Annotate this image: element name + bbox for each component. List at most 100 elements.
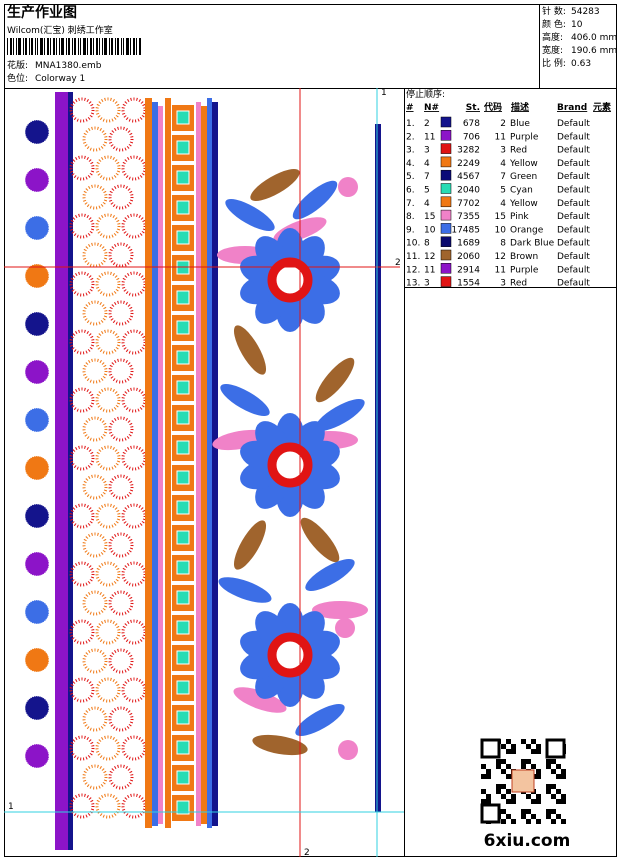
- qr-cell: [546, 814, 551, 819]
- block-inner: [176, 230, 190, 245]
- block-inner: [176, 200, 190, 215]
- barcode-bar: [7, 38, 8, 55]
- design-label: 花版:: [7, 59, 28, 71]
- lace: [82, 764, 108, 790]
- leaf: [225, 198, 275, 232]
- flower-ring: [267, 442, 313, 488]
- leaf: [292, 180, 338, 220]
- stat-value: 190.6 mm: [571, 46, 617, 56]
- barcode-bar: [117, 38, 119, 55]
- dot: [24, 359, 50, 385]
- lace: [121, 793, 147, 819]
- table-cell: 2249: [457, 159, 480, 169]
- barcode-bar: [80, 38, 81, 55]
- lace: [69, 619, 95, 645]
- title: 生产作业图: [7, 4, 77, 21]
- barcode-bar: [44, 38, 45, 55]
- column-header: N#: [424, 103, 439, 113]
- color-swatch: [440, 183, 452, 194]
- table-cell: Default: [557, 265, 590, 275]
- lace: [82, 532, 108, 558]
- lace: [82, 126, 108, 152]
- table-cell: 9.: [406, 225, 415, 235]
- color-swatch: [440, 143, 452, 154]
- qr-cell: [511, 749, 516, 754]
- qr-cell: [501, 819, 506, 824]
- table-cell: Red: [510, 146, 527, 156]
- table-cell: Cyan: [510, 186, 533, 196]
- table-cell: Pink: [510, 212, 529, 222]
- qr-cell: [506, 774, 511, 779]
- qr-cell: [501, 769, 506, 774]
- lace: [69, 329, 95, 355]
- barcode-bar: [16, 38, 17, 55]
- table-cell: 12.: [406, 265, 420, 275]
- qr-cell: [506, 789, 511, 794]
- table-cell: 678: [463, 119, 480, 129]
- lace: [108, 532, 134, 558]
- leaf: [233, 325, 267, 375]
- lace: [121, 155, 147, 181]
- qr-cell: [501, 759, 506, 764]
- marker: 2: [395, 258, 401, 268]
- qr-cell: [486, 769, 491, 774]
- table-cell: 8: [500, 239, 506, 249]
- qr-cell: [561, 819, 566, 824]
- qr-cell: [556, 764, 561, 769]
- qr-cell: [486, 799, 491, 804]
- table-cell: 12: [495, 252, 506, 262]
- table-cell: 3: [500, 279, 506, 289]
- qr-cell: [556, 789, 561, 794]
- stat-label: 宽度:: [542, 44, 563, 56]
- qr-cell: [506, 739, 511, 744]
- column-header: 元素: [593, 101, 611, 113]
- lace: [121, 677, 147, 703]
- dot: [24, 647, 50, 673]
- table-cell: 3: [500, 146, 506, 156]
- qr-cell: [521, 759, 526, 764]
- qr-cell: [486, 774, 491, 779]
- qr-cell: [521, 764, 526, 769]
- lace: [95, 561, 121, 587]
- barcode-bar: [96, 38, 98, 55]
- lace: [95, 329, 121, 355]
- colorway: Colorway 1: [35, 74, 85, 84]
- block-inner: [176, 770, 190, 785]
- lace: [95, 155, 121, 181]
- qr-cell: [536, 819, 541, 824]
- lace: [95, 271, 121, 297]
- table-cell: 11: [424, 265, 435, 275]
- lace: [95, 97, 121, 123]
- qr-cell: [481, 799, 486, 804]
- color-swatch: [440, 130, 452, 141]
- lace: [95, 445, 121, 471]
- block-inner: [176, 380, 190, 395]
- qr-cell: [531, 764, 536, 769]
- design: MNA1380.emb: [35, 61, 102, 71]
- leaf: [315, 357, 355, 403]
- barcode-bar: [10, 38, 12, 55]
- lace: [69, 387, 95, 413]
- stripe: [55, 92, 68, 850]
- qr-cell: [481, 764, 486, 769]
- barcode-bar: [59, 38, 60, 55]
- table-cell: Default: [557, 119, 590, 129]
- lace: [82, 474, 108, 500]
- dot: [24, 167, 50, 193]
- qr-cell: [561, 774, 566, 779]
- table-cell: 13.: [406, 279, 420, 289]
- qr-cell: [526, 744, 531, 749]
- table-title: 停止顺序:: [406, 88, 445, 100]
- qr-code: [480, 738, 566, 824]
- table-cell: 4: [424, 159, 430, 169]
- qr-cell: [546, 789, 551, 794]
- qr-cell: [556, 814, 561, 819]
- color-swatch: [440, 276, 452, 287]
- qr-cell: [496, 789, 501, 794]
- table-cell: 7355: [457, 212, 480, 222]
- qr-cell: [551, 759, 556, 764]
- qr-cell: [551, 784, 556, 789]
- page-border: [4, 4, 617, 857]
- table-cell: Default: [557, 172, 590, 182]
- barcode-bar: [72, 38, 73, 55]
